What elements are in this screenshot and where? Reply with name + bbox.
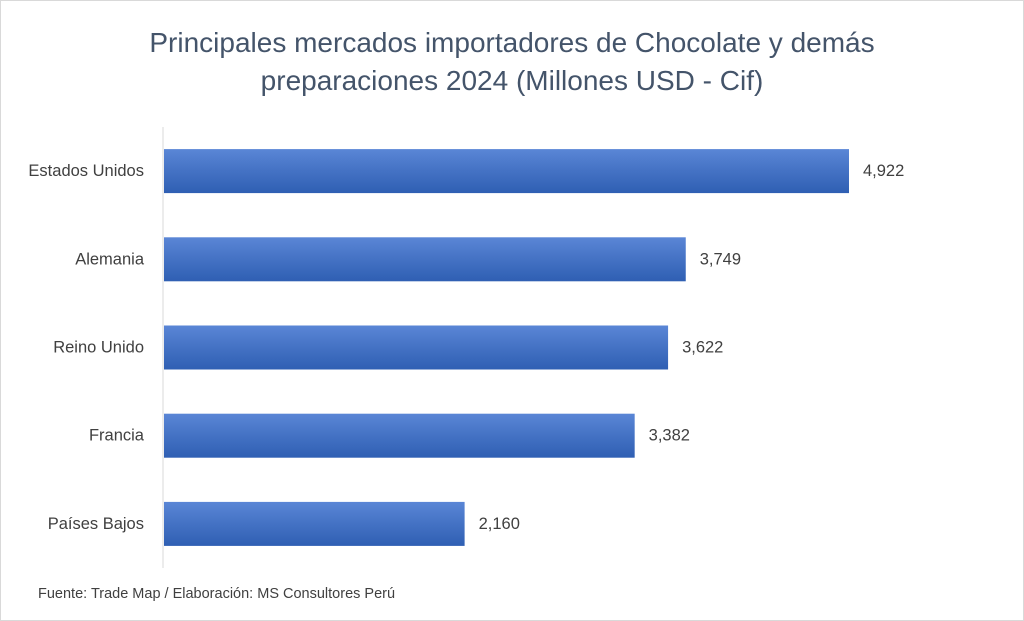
data-label: 3,622 [682, 339, 723, 357]
chart-title-line-1: Principales mercados importadores de Cho… [149, 27, 875, 58]
bar-2 [164, 325, 669, 370]
category-label: Estados Unidos [28, 162, 144, 180]
data-label: 2,160 [479, 515, 520, 533]
category-label: Francia [89, 427, 145, 445]
data-label: 3,749 [700, 250, 741, 268]
chart-title-line-2: preparaciones 2024 (Millones USD - Cif) [260, 65, 764, 96]
source-note: Fuente: Trade Map / Elaboración: MS Cons… [38, 586, 396, 602]
bar-0 [164, 149, 849, 194]
category-label: Alemania [75, 250, 145, 268]
bar-4 [164, 501, 465, 546]
chart-title: Principales mercados importadores de Cho… [0, 24, 1024, 100]
data-label: 4,922 [863, 162, 904, 180]
bar-1 [164, 237, 686, 282]
data-label: 3,382 [649, 427, 690, 445]
category-label: Reino Unido [53, 339, 144, 357]
category-label: Países Bajos [48, 515, 144, 533]
bar-3 [164, 413, 635, 458]
